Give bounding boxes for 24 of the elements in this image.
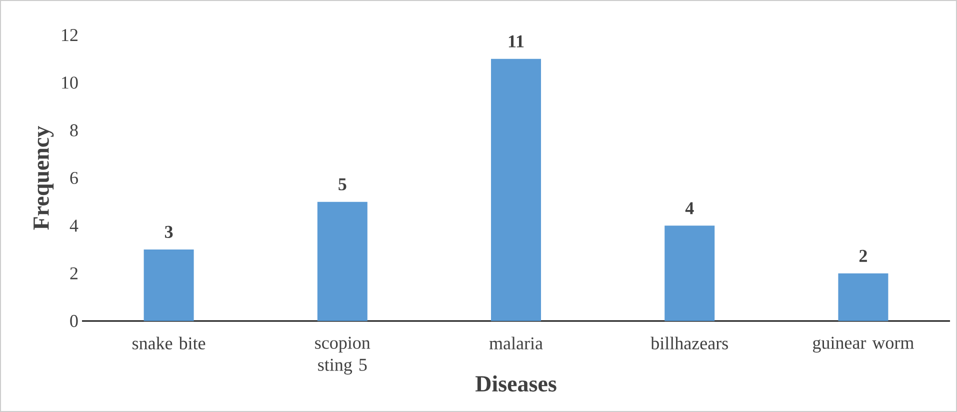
y-tick-label: 6: [70, 172, 78, 184]
x-tick-label: guinear worm: [813, 336, 914, 353]
x-tick-label: snake bite: [132, 336, 206, 350]
y-tick-label: 0: [70, 314, 78, 328]
bar: [664, 226, 715, 321]
y-tick-label: 10: [62, 76, 78, 89]
data-label: 5: [338, 178, 346, 190]
x-tick-label: billhazears: [650, 336, 728, 350]
x-tick-label: malaria: [489, 336, 543, 350]
bar: [838, 273, 888, 321]
x-axis-title: Diseases: [476, 375, 556, 392]
bar: [317, 202, 368, 321]
bar: [491, 58, 542, 321]
y-axis-title: Frequency: [34, 126, 54, 230]
data-label: 2: [859, 250, 867, 262]
y-tick-label: 2: [70, 267, 78, 280]
x-tick-label: scopion sting 5: [315, 336, 370, 375]
data-label: 3: [164, 226, 173, 238]
bar: [144, 250, 194, 321]
data-label: 11: [508, 35, 524, 48]
y-tick-label: 4: [70, 220, 78, 232]
data-label: 4: [685, 202, 694, 214]
y-tick-label: 8: [70, 124, 78, 136]
y-tick-label: 12: [62, 29, 78, 41]
